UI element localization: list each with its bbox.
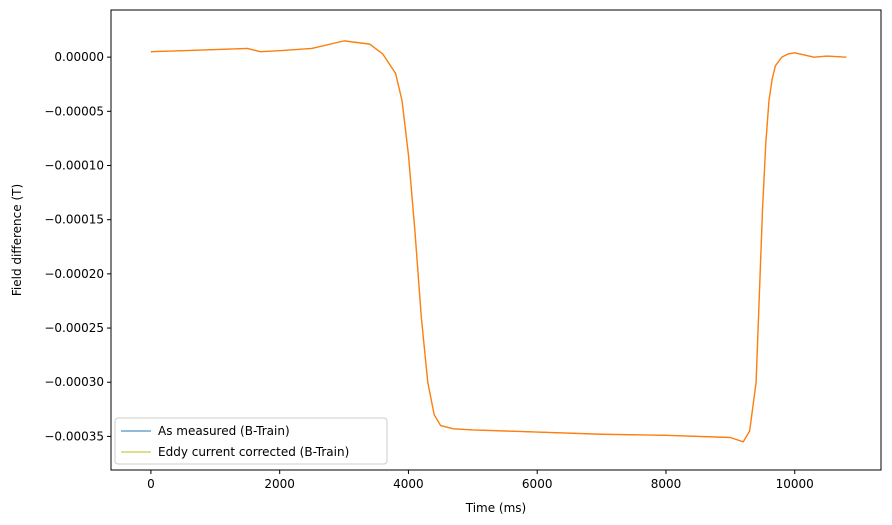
x-tick-label: 6000: [522, 477, 553, 491]
legend-box: [114, 417, 388, 465]
x-tick-label: 8000: [651, 477, 682, 491]
x-axis-label: Time (ms): [465, 501, 527, 515]
y-axis-ticks: 0.00000 −0.00005 −0.00010 −0.00015 −0.00020 −…: [44, 50, 111, 443]
y-tick-label: −0.00015: [44, 213, 104, 227]
plot-area: [111, 10, 881, 470]
y-tick-label: −0.00020: [44, 267, 104, 281]
y-axis-label: Field difference (T): [10, 184, 24, 296]
y-tick-label: −0.00035: [44, 429, 104, 443]
y-tick-label: −0.00005: [44, 104, 104, 118]
x-tick-label: 2000: [264, 477, 295, 491]
x-tick-label: 4000: [393, 477, 424, 491]
x-tick-label: 10000: [776, 477, 814, 491]
y-tick-label: 0.00000: [54, 50, 104, 64]
legend: As measured (B-Train) Eddy current corre…: [114, 417, 388, 465]
series-layer: [150, 40, 847, 443]
legend-label-as-measured: As measured (B-Train): [158, 424, 290, 438]
x-tick-label: 0: [147, 477, 155, 491]
y-tick-label: −0.00030: [44, 375, 104, 389]
plot-frame: [110, 9, 882, 471]
y-tick-label: −0.00025: [44, 321, 104, 335]
y-tick-label: −0.00010: [44, 159, 104, 173]
legend-label-eddy-current-corrected: Eddy current corrected (B-Train): [158, 445, 349, 459]
series-line-3: [150, 40, 847, 443]
x-axis-ticks: 0 2000 4000 6000 8000 10000: [147, 470, 814, 491]
